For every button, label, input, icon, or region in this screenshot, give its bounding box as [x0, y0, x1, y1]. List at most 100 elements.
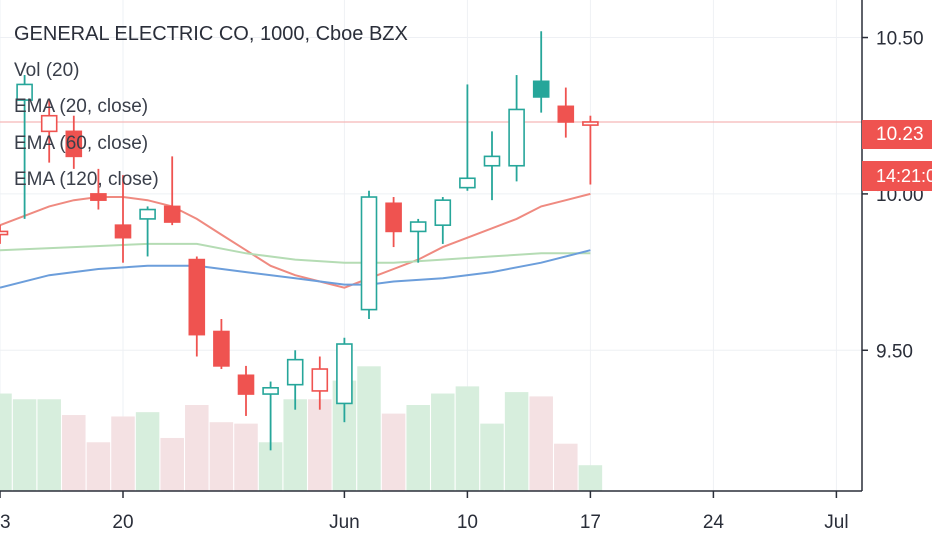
volume-bar [578, 465, 603, 491]
volume-bar [209, 422, 234, 491]
y-tick-label: 10.50 [876, 29, 924, 50]
candle-body [188, 258, 206, 336]
candle[interactable] [188, 256, 206, 357]
y-tick-label: 9.50 [876, 341, 913, 362]
grid [0, 0, 862, 491]
volume-bar [308, 399, 332, 491]
x-tick-label: Jul [824, 512, 848, 533]
candle[interactable] [40, 100, 58, 163]
candle[interactable] [163, 156, 181, 226]
candle[interactable] [532, 31, 550, 113]
x-tick-label: Jun [329, 512, 360, 533]
candle[interactable] [508, 75, 525, 182]
candle[interactable] [114, 175, 132, 263]
x-tick-label: 24 [703, 512, 725, 533]
volume-bar [406, 405, 430, 491]
candle-body [409, 221, 427, 233]
volume-bar [62, 415, 86, 491]
candle-body [139, 208, 156, 220]
volume-bar [135, 412, 160, 491]
ema-line [0, 242, 591, 264]
legend-ema-60[interactable]: EMA (60, close) [14, 132, 149, 154]
candle-body [213, 330, 230, 367]
candle[interactable] [582, 115, 599, 185]
candles[interactable] [0, 31, 599, 451]
candle[interactable] [434, 197, 452, 244]
candle[interactable] [557, 87, 575, 138]
candle[interactable] [286, 350, 304, 410]
candle[interactable] [262, 381, 279, 451]
candle-body [557, 105, 575, 123]
volume-bar [12, 399, 37, 491]
candle-body [16, 83, 33, 101]
candle[interactable] [90, 168, 107, 210]
volume-bar [86, 442, 111, 491]
candle-body [532, 80, 550, 98]
legend-ema-120[interactable]: EMA (120, close) [14, 169, 159, 190]
chart-legend: GENERAL ELECTRIC CO, 1000, Cboe BZX Vol … [14, 22, 408, 205]
volume-bar [0, 393, 12, 491]
x-tick-label: 10 [457, 512, 478, 533]
candle[interactable] [360, 190, 378, 319]
candle-body [0, 230, 9, 236]
volume-bar [381, 413, 406, 491]
candle-body [336, 343, 353, 405]
last-price-badge: 10.23 [862, 120, 932, 149]
candle[interactable] [311, 356, 329, 410]
x-tick-label: 20 [112, 512, 133, 533]
volume-bar [160, 437, 184, 491]
volume-bar [480, 423, 504, 491]
x-axis-labels[interactable]: 13 20 Jun 10 17 24 Jul [0, 491, 849, 533]
candle-body [237, 374, 255, 395]
candle[interactable] [385, 197, 402, 248]
candle-body [385, 202, 402, 233]
candle-body [459, 177, 476, 189]
candle-body [90, 193, 107, 201]
volume-bar [111, 416, 135, 491]
volume-bar [185, 405, 209, 491]
candle-body [65, 130, 83, 158]
volume-bar [357, 366, 381, 491]
candle-body [483, 155, 501, 167]
candle[interactable] [237, 365, 255, 416]
candle-body [311, 368, 329, 392]
candle-body [508, 108, 525, 167]
candle[interactable] [459, 84, 476, 191]
volume-bar [37, 399, 61, 491]
candle-body [262, 386, 279, 395]
candle-body [163, 205, 181, 223]
candle-body [40, 114, 58, 133]
volume-bar [431, 393, 455, 491]
x-tick-label: 13 [0, 512, 11, 533]
candle[interactable] [139, 206, 156, 257]
candle-body [360, 196, 378, 311]
candle-body [582, 121, 599, 126]
volume-bar [554, 443, 578, 491]
candle[interactable] [16, 75, 33, 219]
ema-lines [0, 192, 591, 289]
candle-body [286, 358, 304, 386]
volume-bar [455, 386, 480, 491]
legend-ema-20[interactable]: EMA (20, close) [14, 96, 149, 117]
ema-line [0, 249, 591, 289]
volume-bar [234, 423, 258, 491]
countdown-badge: 14:21:00 [862, 161, 932, 191]
legend-volume[interactable]: Vol (20) [14, 59, 80, 81]
volume-bar [283, 399, 307, 491]
candle-body [114, 224, 132, 239]
x-tick-label: 17 [580, 512, 601, 533]
ema-line [0, 192, 591, 289]
axes [0, 0, 863, 492]
candle[interactable] [0, 225, 9, 244]
volume-bar [529, 396, 553, 491]
symbol-title[interactable]: GENERAL ELECTRIC CO, 1000, Cboe BZX [14, 23, 408, 45]
candle-body [434, 199, 452, 226]
candle[interactable] [483, 131, 501, 201]
candle[interactable] [65, 115, 83, 169]
volume-bar [258, 442, 283, 491]
candle[interactable] [213, 318, 230, 370]
candle[interactable] [409, 218, 427, 263]
candle[interactable] [336, 337, 353, 423]
